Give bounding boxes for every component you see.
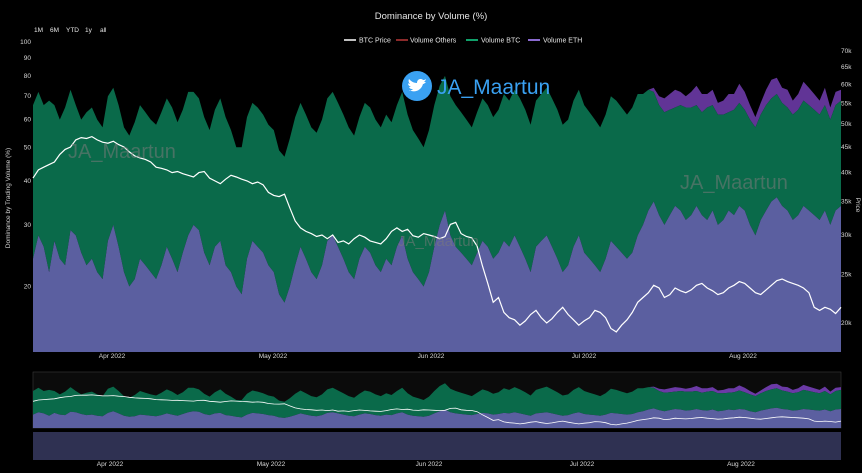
y2-tick-label: 35k (841, 199, 852, 206)
y-tick-label: 70 (24, 93, 32, 100)
range-button-1m[interactable]: 1M (34, 27, 43, 34)
y-tick-label: 50 (24, 144, 32, 151)
mini-area-volume-eth (33, 407, 841, 428)
y-axis-label: Dominance by Trading Volume (%) (5, 148, 12, 248)
legend-item-btc-price[interactable]: BTC Price (344, 38, 391, 45)
brand-handle: JA_Maartun (437, 76, 550, 99)
chart-title: Dominance by Volume (%) (375, 11, 487, 22)
range-slider[interactable] (32, 371, 842, 460)
watermark-center: JA_Maartun (398, 233, 479, 250)
navigator-band[interactable] (33, 432, 841, 460)
y-axis-ticks: 20 30 40 50 60 70 80 90 100 (20, 39, 31, 291)
twitter-bird-glyph (408, 79, 426, 92)
mini-area-volume-btc (33, 383, 841, 418)
legend-item-volume-eth[interactable]: Volume ETH (528, 38, 582, 45)
x-tick-label: May 2022 (259, 353, 288, 360)
y-tick-label: 30 (24, 222, 32, 229)
y2-tick-label: 25k (841, 272, 852, 279)
watermark-left: JA_Maartun (68, 141, 176, 163)
navigator-x-tick-label: Aug 2022 (727, 461, 755, 468)
mini-line-btc-price (32, 394, 842, 426)
legend-label-volume-eth: Volume ETH (543, 38, 582, 45)
y2-axis-label: Price (854, 198, 861, 213)
x-tick-label: Jul 2022 (572, 353, 597, 360)
y-tick-label: 20 (24, 284, 32, 291)
x-axis-ticks: Apr 2022 May 2022 Jun 2022 Jul 2022 Aug 2022 (99, 353, 757, 360)
y2-tick-label: 60k (841, 82, 852, 89)
legend-item-volume-btc[interactable]: Volume BTC (466, 38, 520, 45)
legend-label-volume-others: Volume Others (410, 38, 457, 45)
y-tick-label: 100 (20, 39, 31, 46)
y2-tick-label: 45k (841, 144, 852, 151)
navigator-x-tick-label: May 2022 (257, 461, 286, 468)
range-selector: 1M 6M YTD 1y all (34, 27, 107, 34)
navigator-x-tick-label: Apr 2022 (97, 461, 124, 468)
y-tick-label: 60 (24, 117, 32, 124)
brand-badge: JA_Maartun (402, 71, 550, 101)
legend: BTC Price Volume Others Volume BTC Volum… (344, 38, 582, 45)
area-volume-eth (33, 197, 841, 352)
area-volume-btc (33, 75, 841, 303)
y2-tick-label: 65k (841, 64, 852, 71)
range-slider-x-ticks: Apr 2022 May 2022 Jun 2022 Jul 2022 Aug 2022 (97, 461, 755, 468)
x-tick-label: Aug 2022 (729, 353, 757, 360)
x-tick-label: Jun 2022 (418, 353, 445, 360)
y2-tick-label: 55k (841, 100, 852, 107)
range-button-6m[interactable]: 6M (50, 27, 59, 34)
y-tick-label: 80 (24, 73, 32, 80)
navigator-x-tick-label: Jun 2022 (416, 461, 443, 468)
legend-label-volume-btc: Volume BTC (481, 38, 520, 45)
line-btc-price (32, 135, 842, 333)
main-plot-area (32, 75, 842, 352)
range-button-ytd[interactable]: YTD (66, 27, 79, 34)
range-button-1y[interactable]: 1y (85, 27, 93, 34)
x-tick-label: Apr 2022 (99, 353, 126, 360)
y2-axis-ticks: 20k 25k 30k 35k 40k 45k 50k 55k 60k 65k 70k (841, 48, 852, 327)
y-tick-label: 90 (24, 55, 32, 62)
y-tick-label: 40 (24, 178, 32, 185)
navigator-x-tick-label: Jul 2022 (570, 461, 595, 468)
y2-tick-label: 50k (841, 121, 852, 128)
y2-tick-label: 20k (841, 320, 852, 327)
y2-tick-label: 70k (841, 48, 852, 55)
legend-item-volume-others[interactable]: Volume Others (396, 38, 457, 45)
legend-label-btc-price: BTC Price (359, 38, 391, 45)
y2-tick-label: 40k (841, 170, 852, 177)
watermark-right: JA_Maartun (680, 172, 788, 194)
range-button-all[interactable]: all (100, 27, 107, 34)
y2-tick-label: 30k (841, 232, 852, 239)
